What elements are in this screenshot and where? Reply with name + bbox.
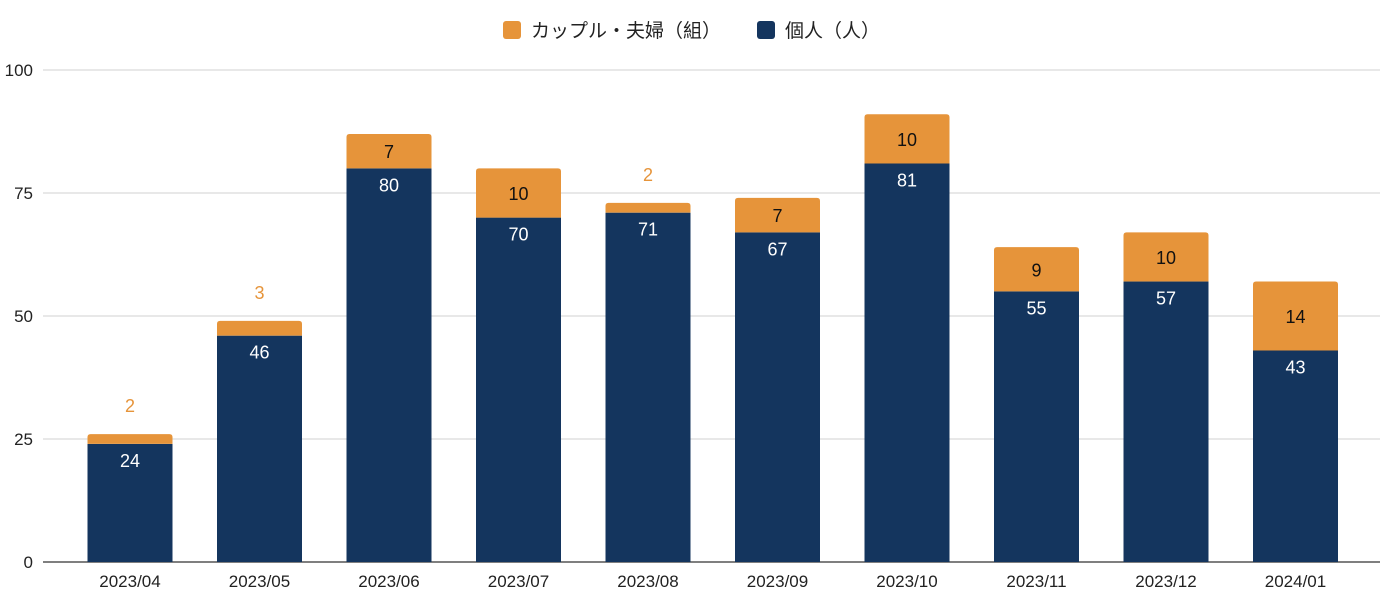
x-tick-label-2023/12: 2023/12: [1135, 572, 1196, 591]
data-label-individual-2023/08: 71: [638, 220, 658, 240]
bar-individual-2023/10: [864, 163, 950, 563]
data-label-couple-2023/04: 2: [125, 396, 135, 416]
y-tick-label-100: 100: [5, 61, 33, 80]
bar-individual-2024/01: [1253, 350, 1338, 562]
x-tick-label-2023/11: 2023/11: [1006, 572, 1066, 591]
data-label-couple-2024/01: 14: [1285, 307, 1305, 327]
x-tick-label-2023/10: 2023/10: [876, 572, 937, 591]
data-label-couple-2023/11: 9: [1031, 260, 1041, 280]
data-label-individual-2023/11: 55: [1026, 298, 1046, 318]
data-label-individual-2024/01: 43: [1285, 357, 1305, 377]
data-label-individual-2023/07: 70: [508, 225, 528, 245]
bar-couple-2023/12: [1123, 232, 1209, 282]
y-tick-label-75: 75: [14, 184, 33, 203]
x-tick-label-2024/01: 2024/01: [1265, 572, 1326, 591]
data-label-couple-2023/09: 7: [772, 206, 782, 226]
y-tick-label-0: 0: [24, 553, 33, 572]
bar-couple-2023/09: [735, 197, 820, 233]
data-label-individual-2023/10: 81: [897, 170, 917, 190]
bar-individual-2023/07: [476, 217, 561, 562]
bar-couple-2023/08: [605, 202, 691, 213]
bar-couple-2023/10: [864, 114, 950, 164]
legend-item-individual: 個人（人）: [757, 16, 880, 43]
y-tick-label-25: 25: [14, 430, 33, 449]
data-label-individual-2023/05: 46: [249, 343, 269, 363]
bar-individual-2023/11: [994, 291, 1079, 562]
bar-individual-2023/04: [87, 443, 173, 562]
data-label-individual-2023/12: 57: [1156, 289, 1176, 309]
y-tick-label-50: 50: [14, 307, 33, 326]
bar-couple-2023/05: [217, 320, 302, 336]
x-tick-label-2023/08: 2023/08: [617, 572, 678, 591]
bar-couple-2023/07: [476, 168, 561, 218]
legend-swatch-individual: [757, 20, 775, 39]
legend-label-individual: 個人（人）: [785, 21, 881, 42]
data-label-couple-2023/07: 10: [508, 184, 528, 204]
x-tick-label-2023/05: 2023/05: [229, 572, 290, 591]
bar-individual-2023/06: [346, 168, 432, 562]
data-label-individual-2023/06: 80: [379, 175, 399, 195]
bar-couple-2024/01: [1253, 281, 1338, 351]
bar-couple-2023/06: [346, 133, 432, 169]
x-tick-label-2023/07: 2023/07: [488, 572, 549, 591]
x-tick-label-2023/04: 2023/04: [99, 572, 160, 591]
x-tick-label-2023/06: 2023/06: [358, 572, 419, 591]
legend: カップル・夫婦（組） 個人（人）: [0, 16, 1383, 43]
data-label-couple-2023/05: 3: [254, 283, 264, 303]
x-tick-label-2023/09: 2023/09: [747, 572, 808, 591]
bar-individual-2023/12: [1123, 281, 1209, 562]
bar-individual-2023/09: [735, 232, 820, 563]
bar-individual-2023/05: [217, 335, 302, 562]
data-label-couple-2023/12: 10: [1156, 248, 1176, 268]
bar-couple-2023/11: [994, 247, 1079, 292]
bar-individual-2023/08: [605, 212, 691, 562]
data-label-individual-2023/09: 67: [767, 239, 787, 259]
data-label-couple-2023/10: 10: [897, 130, 917, 150]
data-label-couple-2023/08: 2: [643, 165, 653, 185]
data-label-individual-2023/04: 24: [120, 451, 140, 471]
data-label-couple-2023/06: 7: [384, 142, 394, 162]
legend-swatch-couple: [502, 20, 521, 39]
legend-label-couple: カップル・夫婦（組）: [530, 21, 721, 42]
bar-couple-2023/04: [87, 434, 173, 444]
legend-item-couple: カップル・夫婦（組）: [502, 16, 721, 43]
